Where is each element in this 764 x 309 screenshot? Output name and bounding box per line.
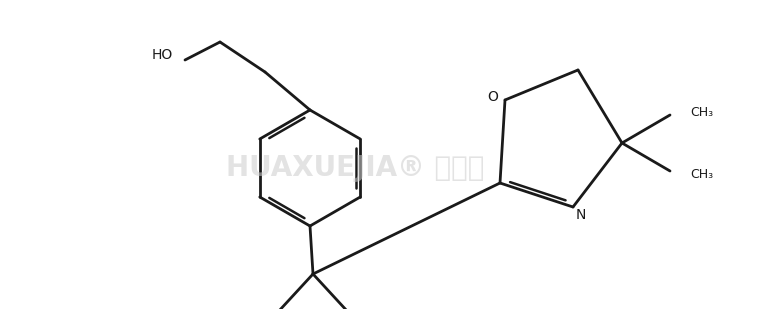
- Text: O: O: [487, 90, 498, 104]
- Text: HO: HO: [152, 48, 173, 62]
- Text: HUAXUEJIA® 化学加: HUAXUEJIA® 化学加: [226, 154, 484, 182]
- Text: CH₃: CH₃: [690, 167, 713, 180]
- Text: CH₃: CH₃: [690, 105, 713, 118]
- Text: N: N: [576, 208, 586, 222]
